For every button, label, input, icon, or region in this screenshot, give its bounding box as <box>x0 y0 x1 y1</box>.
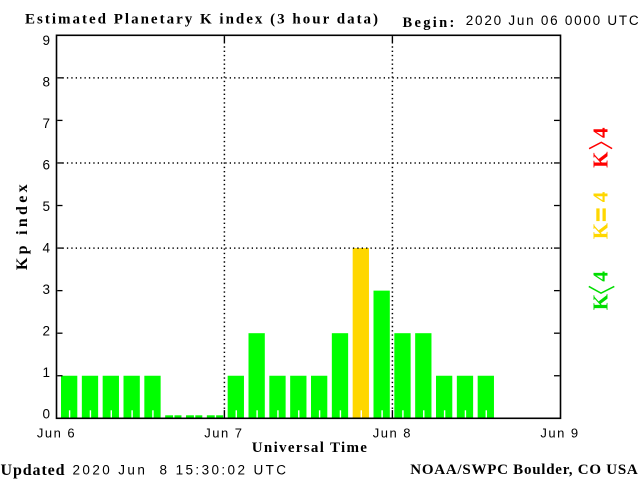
svg-text:2: 2 <box>42 324 50 339</box>
svg-text:NOAA/SWPC Boulder, CO USA: NOAA/SWPC Boulder, CO USA <box>410 462 638 478</box>
svg-text:Jun 6: Jun 6 <box>37 425 76 440</box>
svg-text:6: 6 <box>42 158 50 173</box>
svg-text:9: 9 <box>42 33 50 48</box>
svg-text:Kp index: Kp index <box>14 181 31 270</box>
svg-text:1: 1 <box>42 365 50 380</box>
svg-text:4: 4 <box>589 191 613 202</box>
svg-text:7: 7 <box>42 116 50 131</box>
svg-text:Jun 7: Jun 7 <box>204 425 243 440</box>
svg-text:2020 Jun 06 0000 UTC: 2020 Jun 06 0000 UTC <box>466 13 640 28</box>
svg-text:Jun 8: Jun 8 <box>373 425 412 440</box>
svg-text:K: K <box>589 151 613 168</box>
svg-text:4: 4 <box>42 241 50 256</box>
svg-text:Estimated Planetary K index (3: Estimated Planetary K index (3 hour data… <box>25 11 380 27</box>
svg-text:Begin:: Begin: <box>403 15 457 31</box>
svg-text:5: 5 <box>42 199 50 214</box>
svg-text:2020 Jun 8 15:30:02 UTC: 2020 Jun 8 15:30:02 UTC <box>73 463 289 478</box>
svg-text:Jun 9: Jun 9 <box>540 425 579 440</box>
svg-text:8: 8 <box>42 75 50 90</box>
svg-text:Universal Time: Universal Time <box>252 440 368 456</box>
svg-text:3: 3 <box>42 282 50 297</box>
svg-text:K: K <box>589 222 613 239</box>
svg-text:K: K <box>589 293 613 310</box>
svg-text:Updated: Updated <box>1 462 66 479</box>
svg-text:4: 4 <box>589 271 613 282</box>
svg-text:4: 4 <box>589 127 613 138</box>
svg-text:0: 0 <box>42 407 50 422</box>
